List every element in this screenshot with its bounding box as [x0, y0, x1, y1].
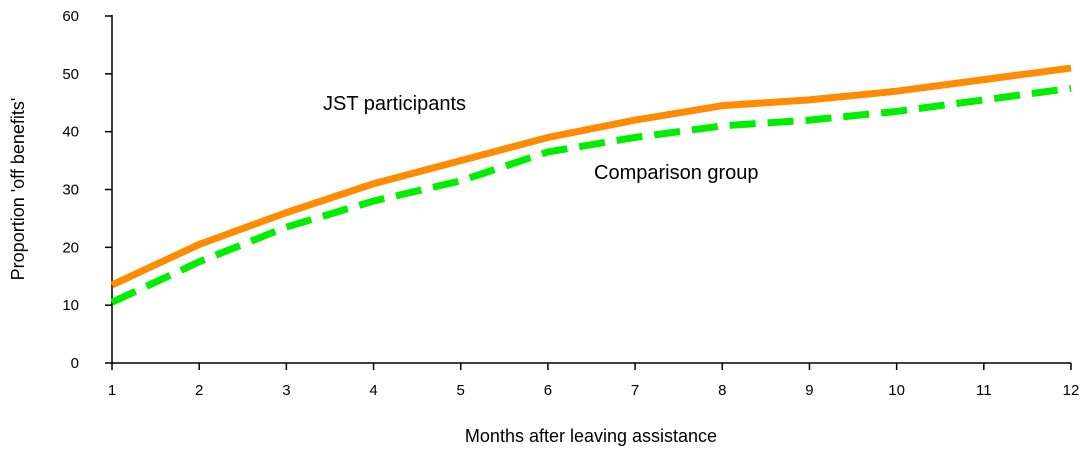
- x-tick-label: 7: [631, 382, 639, 399]
- series-lines: [110, 64, 1072, 306]
- y-ticks: 0 10 20 30 40 50 60: [62, 8, 112, 372]
- series-line-comparison-group: [110, 84, 1072, 306]
- x-axis-title: Months after leaving assistance: [465, 426, 717, 446]
- series-label-jst: JST participants: [323, 93, 466, 115]
- x-tick-label: 1: [108, 382, 116, 399]
- y-tick-label: 20: [62, 239, 79, 256]
- x-tick-label: 9: [805, 382, 813, 399]
- y-tick-label: 10: [62, 297, 79, 314]
- x-tick-label: 3: [282, 382, 290, 399]
- x-tick-label: 6: [544, 382, 552, 399]
- x-tick-label: 12: [1063, 382, 1080, 399]
- y-tick-label: 30: [62, 182, 79, 199]
- x-tick-label: 4: [369, 382, 377, 399]
- x-tick-label: 2: [195, 382, 203, 399]
- y-tick-label: 40: [62, 124, 79, 141]
- y-tick-label: 50: [62, 66, 79, 83]
- x-tick-label: 11: [976, 382, 992, 399]
- y-tick-label: 60: [62, 8, 79, 25]
- y-axis-title: Proportion 'off benefits': [8, 98, 28, 281]
- series-label-comparison: Comparison group: [594, 162, 759, 184]
- x-ticks: 1 2 3 4 5 6 7 8 9 10 11 12: [108, 363, 1080, 399]
- series-line-jst-participants: [110, 64, 1072, 289]
- x-tick-label: 10: [888, 382, 905, 399]
- x-tick-label: 8: [718, 382, 726, 399]
- y-axis: 0 10 20 30 40 50 60: [62, 8, 113, 372]
- y-tick-label: 0: [71, 355, 79, 372]
- x-tick-label: 5: [457, 382, 465, 399]
- x-axis: 1 2 3 4 5 6 7 8 9 10 11 12: [108, 362, 1080, 399]
